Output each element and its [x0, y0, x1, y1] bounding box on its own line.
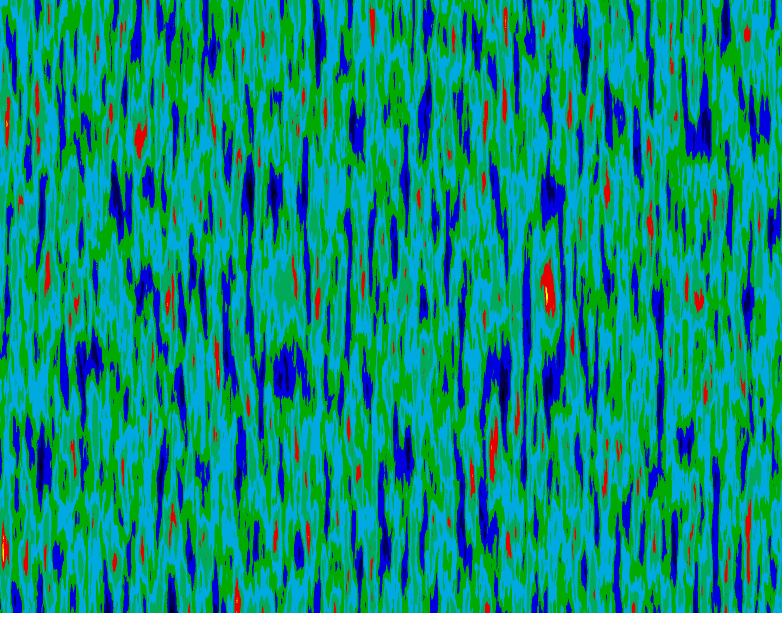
- figure: Norm Radius: [0, 0, 782, 613]
- norm-map: [8, 52, 396, 613]
- panel-title: Norm: [146, 9, 231, 46]
- radius-map: [402, 52, 782, 613]
- panel-title: Radius: [529, 9, 631, 46]
